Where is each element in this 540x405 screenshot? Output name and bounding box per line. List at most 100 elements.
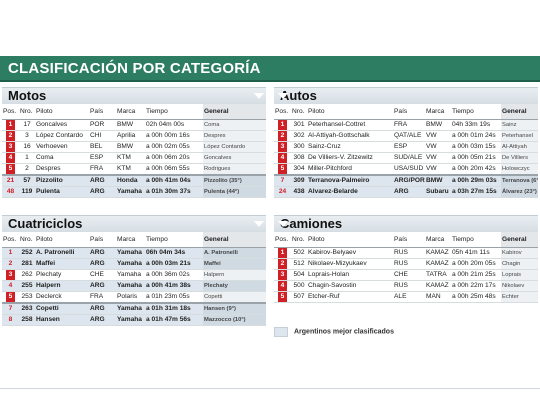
- table-row: 1 252 A. Patronelli ARG Yamaha 06h 04m 34s A. …: [2, 247, 266, 259]
- cell-marca: Yamaha: [116, 258, 145, 270]
- cell-pos: 3: [2, 141, 19, 153]
- cell-pos: 1: [274, 119, 291, 131]
- cell-general: Plechaty: [203, 280, 266, 292]
- cell-pos: 5: [2, 163, 19, 176]
- header-row: Pos. Nro. Piloto País Marca Tiempo General: [274, 232, 538, 248]
- cell-piloto: Pizzolito: [35, 174, 89, 187]
- cell-general: De Villiers: [501, 152, 538, 164]
- cell-general: Maffei: [203, 258, 266, 270]
- column-header-marca: Marca: [425, 232, 451, 248]
- cell-pos: 21: [2, 174, 19, 187]
- cell-general: Peterhansel: [501, 130, 538, 142]
- table-row: 3 300 Sainz-Cruz ESP VW a 00h 03m 15s Al-Attiy…: [274, 141, 538, 153]
- cell-tiempo: a 01h 31m 18s: [145, 302, 203, 315]
- column-header-piloto: Piloto: [35, 232, 89, 248]
- cell-pos: 2: [274, 130, 291, 142]
- column-header-marca: Marca: [425, 104, 451, 120]
- cell-tiempo: a 00h 36m 02s: [145, 269, 203, 281]
- category-title: Motos: [8, 88, 47, 103]
- position-badge: 8: [8, 315, 13, 323]
- column-header-pos: Pos.: [2, 232, 19, 248]
- cell-marca: KTM: [116, 163, 145, 176]
- cell-tiempo: a 00h 29m 03s: [451, 174, 501, 187]
- legend-swatch: [274, 327, 288, 337]
- column-header-piloto: Piloto: [35, 104, 89, 120]
- table-row: 3 16 Verhoeven BEL BMW a 00h 02m 05s López Con…: [2, 141, 266, 153]
- cell-nro: 304: [291, 163, 307, 176]
- cell-nro: 17: [19, 119, 35, 131]
- cell-general: Loprais: [501, 269, 538, 281]
- column-header-nro: Nro.: [291, 232, 307, 248]
- table-row: 48 119 Pulenta ARG Yamaha a 01h 30m 37s Pulent…: [2, 186, 266, 198]
- column-header-marca: Marca: [116, 104, 145, 120]
- cell-marca: BMW: [116, 119, 145, 131]
- cell-tiempo: a 00h 03m 21s: [145, 258, 203, 270]
- cell-general: Mazzocco (10°): [203, 314, 266, 326]
- cell-marca: Yamaha: [116, 247, 145, 259]
- cell-marca: Yamaha: [116, 302, 145, 315]
- cell-general: A. Patronelli: [203, 247, 266, 259]
- position-badge: 3: [6, 269, 15, 279]
- position-badge: 1: [8, 248, 13, 256]
- cell-marca: VW: [425, 141, 451, 153]
- results-table-motos: Pos. Nro. Piloto País Marca Tiempo General 1 17 G…: [2, 104, 266, 198]
- header-row: Pos. Nro. Piloto País Marca Tiempo General: [2, 232, 266, 248]
- cell-nro: 252: [19, 247, 35, 259]
- cell-pos: 4: [2, 280, 19, 292]
- cell-pais: RUS: [393, 280, 425, 292]
- cell-pais: QAT/ALE: [393, 130, 425, 142]
- cell-nro: 309: [291, 174, 307, 187]
- cell-nro: 253: [19, 291, 35, 304]
- table-row: 1 502 Kabirov-Belyaev RUS KAMAZ 05h 41m 11s Ka…: [274, 247, 538, 259]
- panel-cuatriciclos: Cuatriciclos Pos. Nro. Piloto País Marca Tiem…: [2, 215, 266, 326]
- cell-tiempo: a 00h 02m 05s: [145, 141, 203, 153]
- cell-piloto: Miller-Pitchford: [307, 163, 393, 176]
- table-row: 8 258 Hansen ARG Yamaha a 01h 47m 56s Mazzocco…: [2, 314, 266, 326]
- page-title: CLASIFICACIÓN POR CATEGORÍA: [8, 60, 261, 77]
- column-header-piloto: Piloto: [307, 104, 393, 120]
- cell-pos: 2: [2, 258, 19, 270]
- column-header-tiempo: Tiempo: [145, 232, 203, 248]
- column-header-piloto: Piloto: [307, 232, 393, 248]
- triangle-icon: [278, 93, 288, 99]
- cell-pais: FRA: [393, 119, 425, 131]
- position-badge: 5: [6, 163, 15, 173]
- position-badge: 5: [278, 163, 287, 173]
- cell-piloto: Verhoeven: [35, 141, 89, 153]
- cell-pos: 24: [274, 186, 291, 198]
- cell-nro: 500: [291, 280, 307, 292]
- position-badge: 2: [278, 130, 287, 140]
- panel-header-camiones: Camiones: [274, 215, 538, 232]
- cell-general: Despres: [203, 130, 266, 142]
- column-header-nro: Nro.: [291, 104, 307, 120]
- cell-piloto: Copetti: [35, 302, 89, 315]
- cell-general: López Contardo: [203, 141, 266, 153]
- cell-piloto: Chagin-Savostin: [307, 280, 393, 292]
- position-badge: 3: [278, 141, 287, 151]
- cell-tiempo: a 00h 20m 05s: [451, 258, 501, 270]
- table-row: 24 438 Alvarez-Belarde ARG Subaru a 03h 27m 1…: [274, 186, 538, 198]
- cell-marca: Yamaha: [116, 280, 145, 292]
- table-row: 21 57 Pizzolito ARG Honda a 00h 41m 04s Pizzol…: [2, 174, 266, 187]
- cell-tiempo: a 00h 20m 42s: [451, 163, 501, 176]
- results-table-autos: Pos. Nro. Piloto País Marca Tiempo General 1 301…: [274, 104, 538, 198]
- cell-nro: 2: [19, 163, 35, 176]
- triangle-icon: [278, 221, 288, 227]
- cell-tiempo: a 01h 47m 56s: [145, 314, 203, 326]
- cell-piloto: Goncalves: [35, 119, 89, 131]
- cell-pais: ALE: [393, 291, 425, 303]
- cell-marca: Subaru: [425, 186, 451, 198]
- cell-pos: 3: [274, 141, 291, 153]
- cell-piloto: Peterhansel-Cottret: [307, 119, 393, 131]
- header-row: Pos. Nro. Piloto País Marca Tiempo General: [2, 104, 266, 120]
- column-header-nro: Nro.: [19, 232, 35, 248]
- category-title: Cuatriciclos: [8, 216, 83, 231]
- cell-nro: 302: [291, 130, 307, 142]
- cell-general: Nikolaev: [501, 280, 538, 292]
- cell-pais: POR: [89, 119, 116, 131]
- cell-general: Copetti: [203, 291, 266, 304]
- column-header-pos: Pos.: [274, 104, 291, 120]
- cell-tiempo: a 00h 06m 55s: [145, 163, 203, 176]
- cell-marca: BMW: [425, 174, 451, 187]
- cell-general: Álvarez (23°): [501, 186, 538, 198]
